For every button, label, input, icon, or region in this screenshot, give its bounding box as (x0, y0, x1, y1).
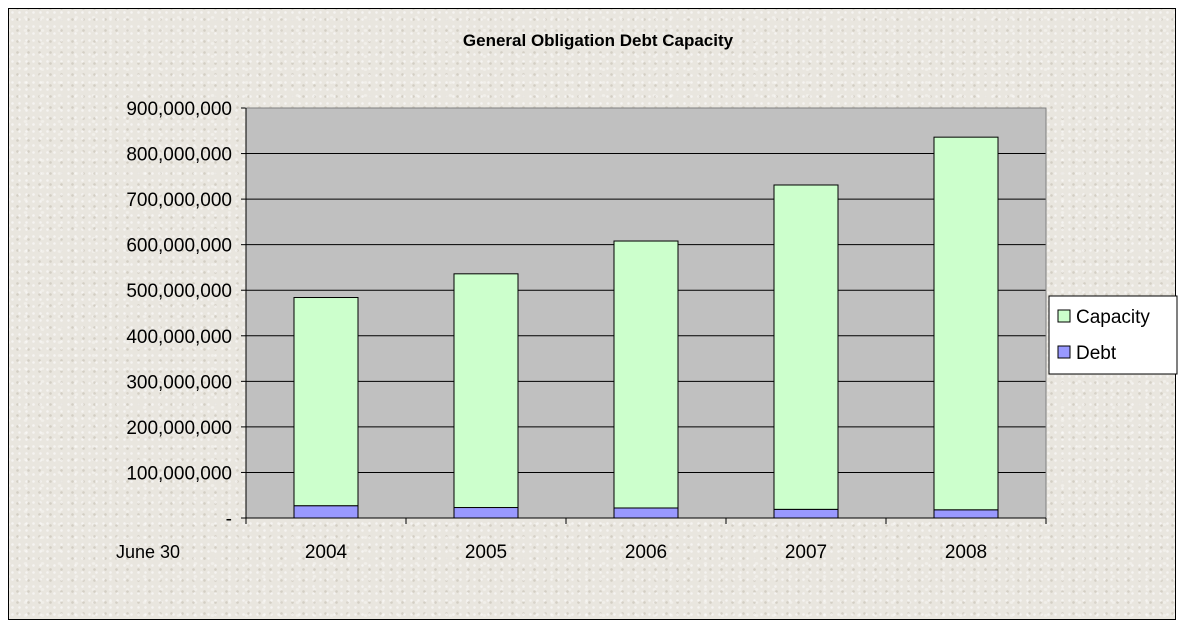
x-tick-label: 2005 (465, 542, 507, 563)
y-tick-label: - (226, 509, 232, 530)
legend-box (1048, 295, 1178, 375)
x-tick-label: 2004 (305, 542, 348, 563)
legend: Capacity Debt (1048, 295, 1178, 375)
bar-capacity-2007 (773, 184, 839, 510)
y-tick-label: 600,000,000 (126, 236, 232, 257)
y-tick-label: 700,000,000 (126, 190, 232, 211)
y-tick-label: 300,000,000 (126, 372, 232, 393)
bar-debt-2008 (933, 509, 999, 519)
y-tick-label: 400,000,000 (126, 327, 232, 348)
bar-capacity-2008 (933, 136, 999, 511)
bar-capacity-2005 (453, 273, 519, 509)
y-tick-label: 900,000,000 (126, 99, 232, 120)
legend-label-debt: Debt (1076, 343, 1117, 364)
x-tick-label: 2006 (625, 542, 667, 563)
y-tick-label: 100,000,000 (126, 463, 232, 484)
bar-debt-2004 (293, 505, 359, 519)
x-tick-labels: 2004 2005 2006 2007 2008 (305, 542, 987, 563)
legend-swatch-debt (1057, 345, 1071, 359)
bar-debt-2005 (453, 507, 519, 519)
y-tick-label: 500,000,000 (126, 281, 232, 302)
legend-swatch-capacity (1057, 309, 1071, 323)
y-tick-labels: - 100,000,000 200,000,000 300,000,000 400,00… (126, 99, 232, 530)
x-tick-label: 2008 (945, 542, 987, 563)
bar-debt-2006 (613, 507, 679, 519)
y-tick-label: 800,000,000 (126, 145, 232, 166)
bar-capacity-2006 (613, 240, 679, 509)
x-axis-label: June 30 (116, 542, 180, 562)
legend-label-capacity: Capacity (1076, 307, 1150, 328)
bars (293, 136, 999, 519)
bar-debt-2007 (773, 508, 839, 519)
axes (245, 107, 1047, 524)
chart-title: General Obligation Debt Capacity (463, 31, 734, 50)
x-tick-label: 2007 (785, 542, 827, 563)
y-tick-label: 200,000,000 (126, 418, 232, 439)
bar-capacity-2004 (293, 297, 359, 507)
